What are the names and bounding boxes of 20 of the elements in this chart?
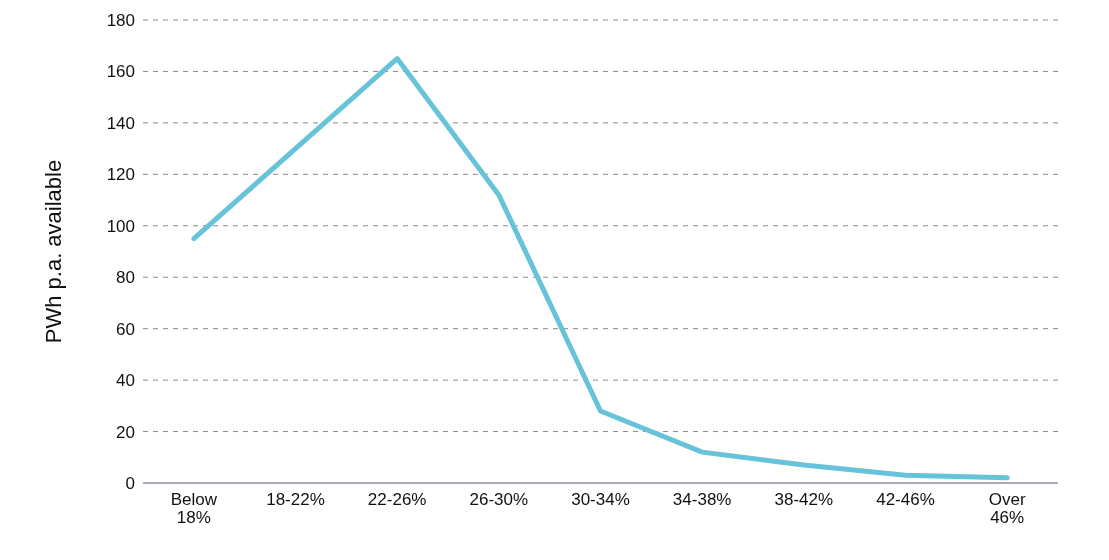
y-tick-label: 60 — [116, 319, 135, 339]
x-tick-label: 38-42% — [774, 490, 834, 509]
y-tick-label: 20 — [116, 422, 135, 442]
y-tick-label: 80 — [116, 268, 135, 288]
y-tick-label: 0 — [125, 474, 135, 494]
y-tick-label: 100 — [106, 216, 135, 236]
x-tick-label: 34-38% — [672, 490, 732, 509]
y-tick-label: 160 — [106, 62, 135, 82]
x-tick-label: 30-34% — [571, 490, 630, 509]
y-axis-title: PWh p.a. available — [40, 159, 66, 344]
y-tick-label: 120 — [106, 165, 135, 185]
x-tick-label: 26-30% — [469, 490, 529, 509]
x-tick-label: 18-22% — [266, 490, 325, 509]
x-tick-label: 22-26% — [367, 490, 427, 509]
x-tick-label: Over 46% — [988, 490, 1026, 527]
y-tick-label: 140 — [106, 113, 135, 133]
x-tick-label: Below 18% — [170, 490, 218, 527]
y-tick-label: 40 — [116, 371, 135, 391]
y-tick-label: 180 — [106, 11, 135, 31]
x-tick-label: 42-46% — [876, 490, 935, 509]
